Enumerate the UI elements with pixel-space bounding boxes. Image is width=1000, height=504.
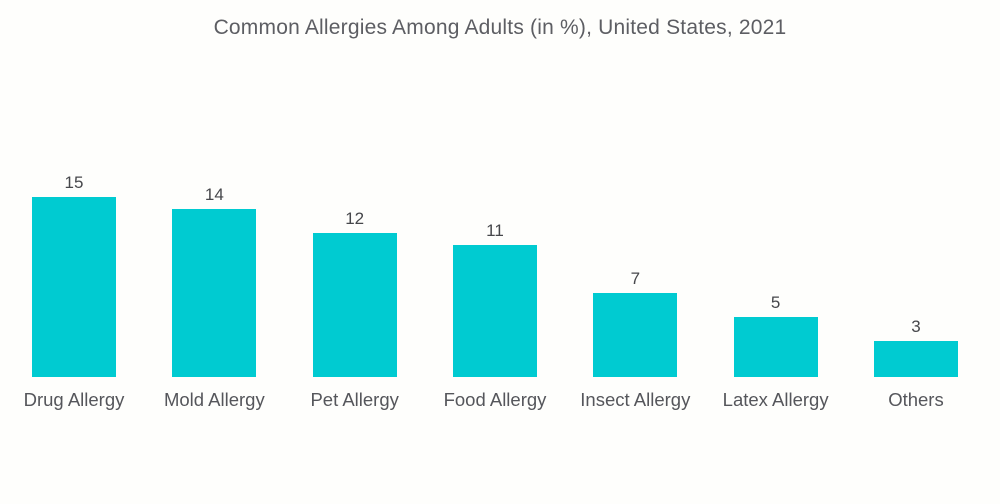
bar [172,209,257,377]
category-label-zone: Drug Allergy [4,377,144,410]
bar [593,293,678,377]
category-label: Drug Allergy [23,389,125,410]
bar-value-label: 7 [630,269,641,288]
category-label: Food Allergy [443,389,547,410]
category-label-zone: Others [846,377,986,410]
bar-value-label: 15 [64,173,84,192]
category-label: Insect Allergy [580,389,691,410]
bar [733,317,818,377]
category-label-zone: Pet Allergy [285,377,425,410]
category-label: Others [888,389,944,410]
bar-group: 5 Latex Allergy [706,0,846,410]
bar-value-label: 14 [204,185,224,204]
bar-group: 3 Others [846,0,986,410]
bar [873,341,958,377]
category-label: Mold Allergy [163,389,265,410]
bar [312,233,397,377]
category-label-zone: Mold Allergy [144,377,284,410]
chart-title: Common Allergies Among Adults (in %), Un… [213,16,787,39]
category-label-zone: Food Allergy [425,377,565,410]
category-label-zone: Latex Allergy [706,377,846,410]
bar [32,197,116,377]
bar-value-label: 12 [345,209,365,228]
bar [452,245,537,377]
bar-group: 14 Mold Allergy [144,0,284,410]
bar-group: 11 Food Allergy [425,0,565,410]
bar-value-label: 5 [770,293,781,312]
bar-value-label: 3 [911,317,921,336]
bar-group: 7 Insect Allergy [565,0,705,410]
bar-group: 12 Pet Allergy [285,0,425,410]
bar-group: 15 Drug Allergy [4,0,144,410]
plot-area: 15 Drug Allergy 14 Mold Allergy 12 Pet Allerg… [4,0,986,410]
category-label: Latex Allergy [722,389,829,410]
bar-value-label: 11 [486,221,504,240]
category-label: Pet Allergy [310,389,399,410]
category-label-zone: Insect Allergy [565,377,705,410]
